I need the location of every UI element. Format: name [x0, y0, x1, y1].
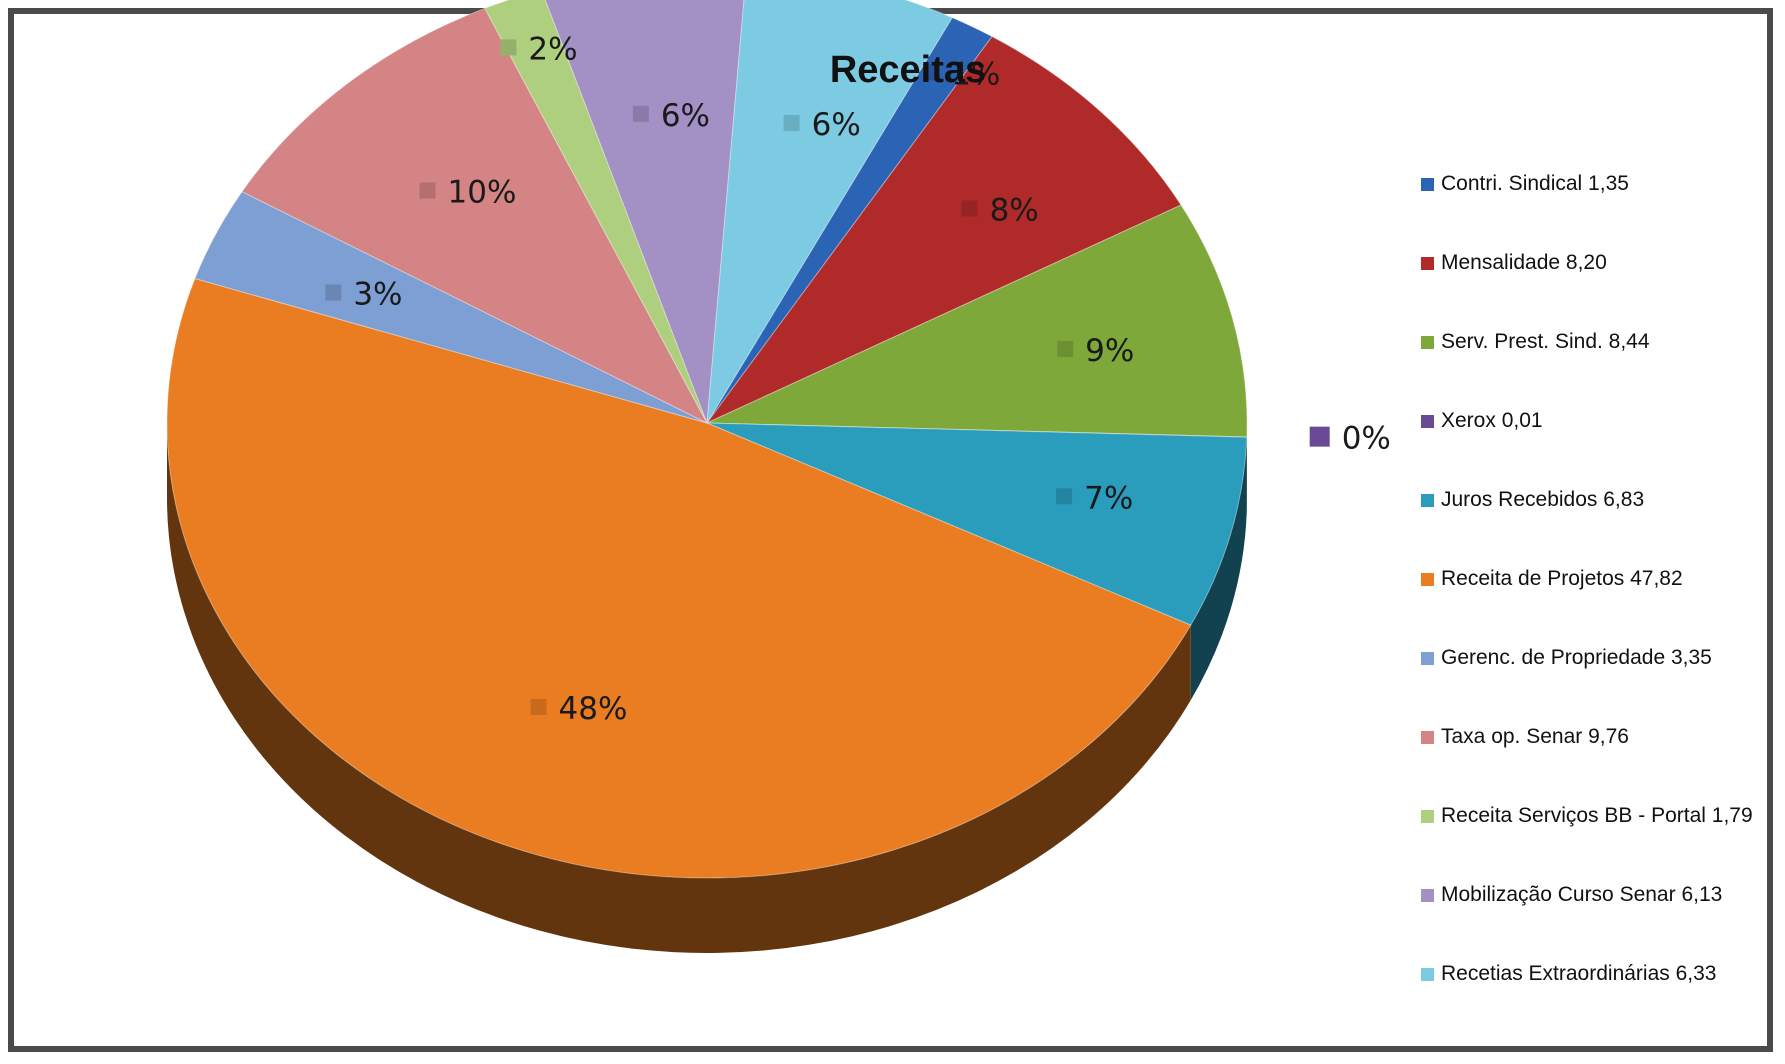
data-label-6: 3%: [353, 276, 402, 312]
pie-slice-0: [706, 16, 993, 424]
pie-depth: [167, 423, 1247, 953]
data-label-marker-3: [1309, 426, 1330, 447]
data-label-4: 7%: [1084, 480, 1133, 516]
legend-swatch-10: [1421, 968, 1434, 981]
legend-label-8: Receita Serviços BB - Portal 1,79: [1441, 804, 1753, 827]
pie-slice-10: [706, 0, 953, 424]
data-label-marker-9: [632, 105, 649, 122]
data-label-8: 2%: [528, 31, 577, 67]
data-label-3: 0%: [1342, 421, 1391, 457]
data-label-marker-7: [419, 182, 436, 199]
legend-label-7: Taxa op. Senar 9,76: [1441, 725, 1629, 748]
pie-slice-4: [706, 422, 1248, 626]
pie-depth-4: [1190, 437, 1247, 701]
legend-label-1: Mensalidade 8,20: [1441, 251, 1607, 274]
legend: Contri. Sindical 1,35 Mensalidade 8,20 Ser…: [1421, 172, 1753, 985]
data-label-9: 6%: [661, 98, 710, 134]
legend-label-9: Mobilização Curso Senar 6,13: [1441, 883, 1722, 906]
legend-label-5: Receita de Projetos 47,82: [1441, 567, 1683, 590]
data-label-10: 6%: [812, 107, 861, 143]
pie-slice-3: [706, 422, 1248, 438]
pie-slice-1: [706, 35, 1182, 424]
data-label-marker-4: [1056, 488, 1073, 505]
legend-swatch-8: [1421, 810, 1434, 823]
legend-label-4: Juros Recebidos 6,83: [1441, 488, 1644, 511]
legend-label-0: Contri. Sindical 1,35: [1441, 172, 1629, 195]
legend-label-10: Recetias Extraordinárias 6,33: [1441, 962, 1716, 985]
data-label-marker-8: [500, 39, 517, 56]
data-label-marker-1: [961, 200, 978, 217]
pie-depth-5: [167, 423, 1191, 953]
pie-slice-5: [166, 277, 1192, 879]
data-label-marker-10: [783, 115, 800, 132]
legend-swatch-0: [1421, 178, 1434, 191]
chart-title: Receitas: [830, 49, 986, 91]
legend-label-2: Serv. Prest. Sind. 8,44: [1441, 330, 1650, 353]
data-label-2: 9%: [1085, 333, 1134, 369]
legend-label-3: Xerox 0,01: [1441, 409, 1543, 432]
legend-swatch-4: [1421, 494, 1434, 507]
pie-slice-8: [484, 0, 708, 424]
legend-swatch-9: [1421, 889, 1434, 902]
data-labels: 1% 8% 9% 0% 7% 48% 3% 10% 2% 6% 6%: [325, 31, 1391, 727]
pie-slice-9: [544, 0, 745, 424]
pie-slice-2: [706, 204, 1248, 438]
pie-slice-6: [194, 190, 708, 424]
data-label-marker-0: [923, 64, 940, 81]
legend-swatch-1: [1421, 257, 1434, 270]
legend-swatch-5: [1421, 573, 1434, 586]
data-label-marker-5: [530, 698, 547, 715]
pie-top: [166, 0, 1248, 879]
data-label-7: 10%: [448, 175, 517, 211]
legend-swatch-3: [1421, 415, 1434, 428]
data-label-5: 48%: [559, 691, 628, 727]
data-label-marker-6: [325, 284, 342, 301]
data-label-marker-2: [1057, 341, 1074, 358]
legend-label-6: Gerenc. de Propriedade 3,35: [1441, 646, 1712, 669]
legend-swatch-6: [1421, 652, 1434, 665]
legend-swatch-2: [1421, 336, 1434, 349]
pie-slice-7: [241, 7, 709, 425]
data-label-0: 1%: [951, 56, 1000, 92]
data-label-1: 8%: [990, 192, 1039, 228]
legend-swatch-7: [1421, 731, 1434, 744]
